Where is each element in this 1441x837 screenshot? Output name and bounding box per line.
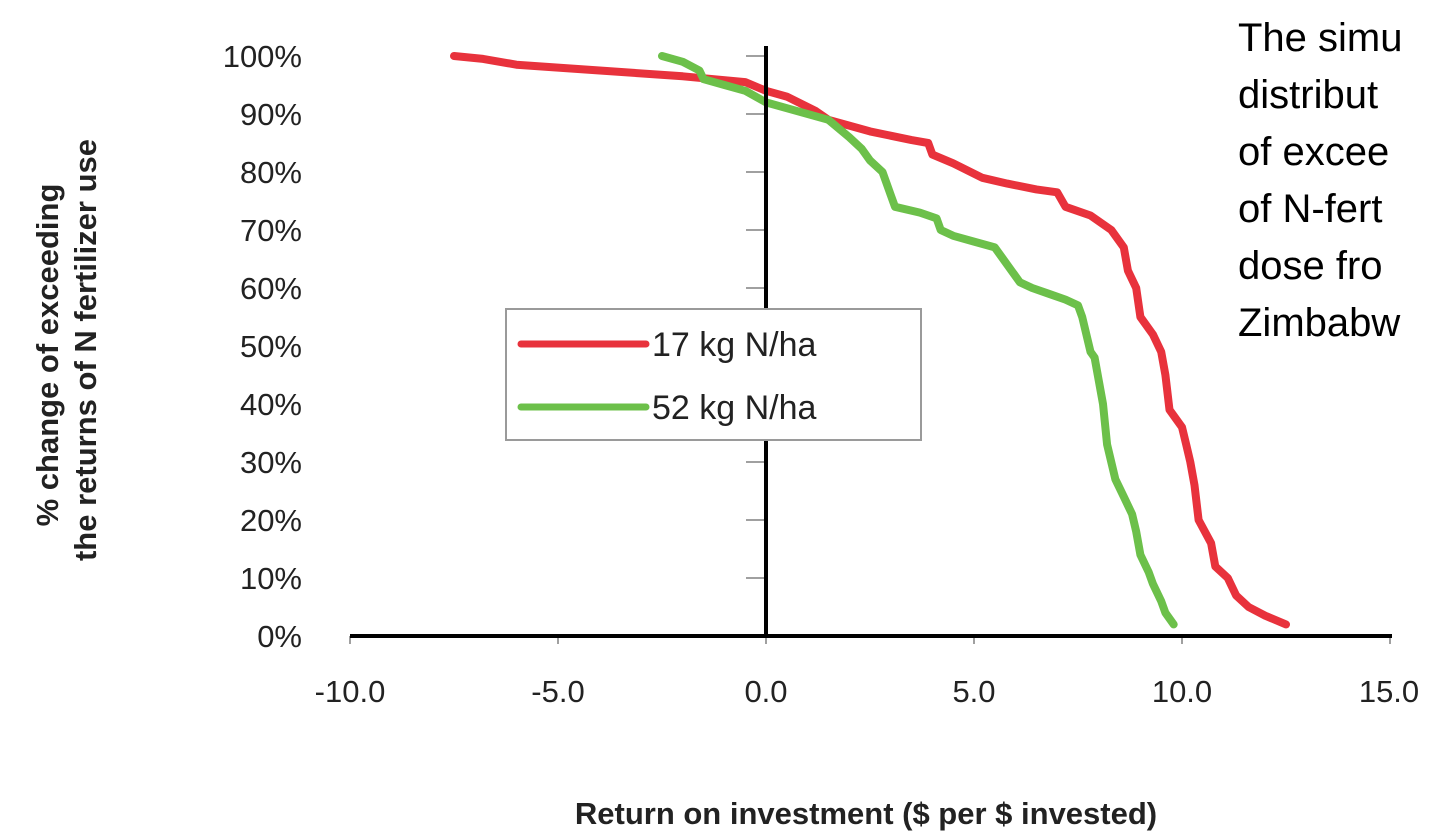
series-layer — [450, 52, 1290, 629]
x-tick-label: 5.0 — [952, 674, 995, 709]
legend-box — [505, 308, 922, 441]
y-tick-label: 50% — [240, 329, 302, 364]
y-tick-label: 10% — [240, 561, 302, 596]
x-tick-label: -5.0 — [531, 674, 584, 709]
legend-label-52-kg: 52 kg N/ha — [652, 389, 817, 427]
y-axis-title-line-1: % change of exceeding — [30, 184, 65, 527]
y-tick-label: 40% — [240, 387, 302, 422]
y-tick-label: 20% — [240, 503, 302, 538]
y-tick-label: 70% — [240, 213, 302, 248]
caption-line: of excee — [1238, 130, 1390, 174]
series-line-52-kg — [658, 52, 1178, 629]
y-tick-label: 100% — [223, 39, 302, 74]
y-tick-label: 80% — [240, 155, 302, 190]
y-axis-ticks: 0% 10% 20% 30% 40% 50% 60% 70% 80% 90% 100% — [223, 39, 766, 654]
slide-caption-text: The simu distribut of excee of N-fert do… — [1238, 10, 1441, 352]
caption-line: The simu — [1238, 16, 1403, 60]
legend: 17 kg N/ha 52 kg N/ha — [505, 308, 922, 441]
y-tick-label: 30% — [240, 445, 302, 480]
caption-line: Zimbabw — [1238, 301, 1401, 345]
x-axis-ticks: -10.0 -5.0 0.0 5.0 10.0 15.0 — [315, 636, 1419, 709]
caption-line: dose fro — [1238, 244, 1383, 288]
x-tick-label: 0.0 — [744, 674, 787, 709]
y-tick-label: 0% — [257, 619, 302, 654]
y-axis-title-line-2: the returns of N fertilizer use — [68, 139, 103, 561]
y-tick-label: 90% — [240, 97, 302, 132]
legend-label-17-kg: 17 kg N/ha — [652, 326, 817, 364]
caption-line: distribut — [1238, 73, 1379, 117]
x-tick-label: -10.0 — [315, 674, 386, 709]
x-tick-label: 15.0 — [1359, 674, 1419, 709]
x-tick-label: 10.0 — [1152, 674, 1212, 709]
y-axis-title: % change of exceeding the returns of N f… — [30, 139, 103, 561]
x-axis-title: Return on investment ($ per $ invested) — [575, 796, 1157, 831]
y-tick-label: 60% — [240, 271, 302, 306]
series-line-17-kg — [450, 52, 1290, 629]
caption-line: of N-fert — [1238, 187, 1383, 231]
